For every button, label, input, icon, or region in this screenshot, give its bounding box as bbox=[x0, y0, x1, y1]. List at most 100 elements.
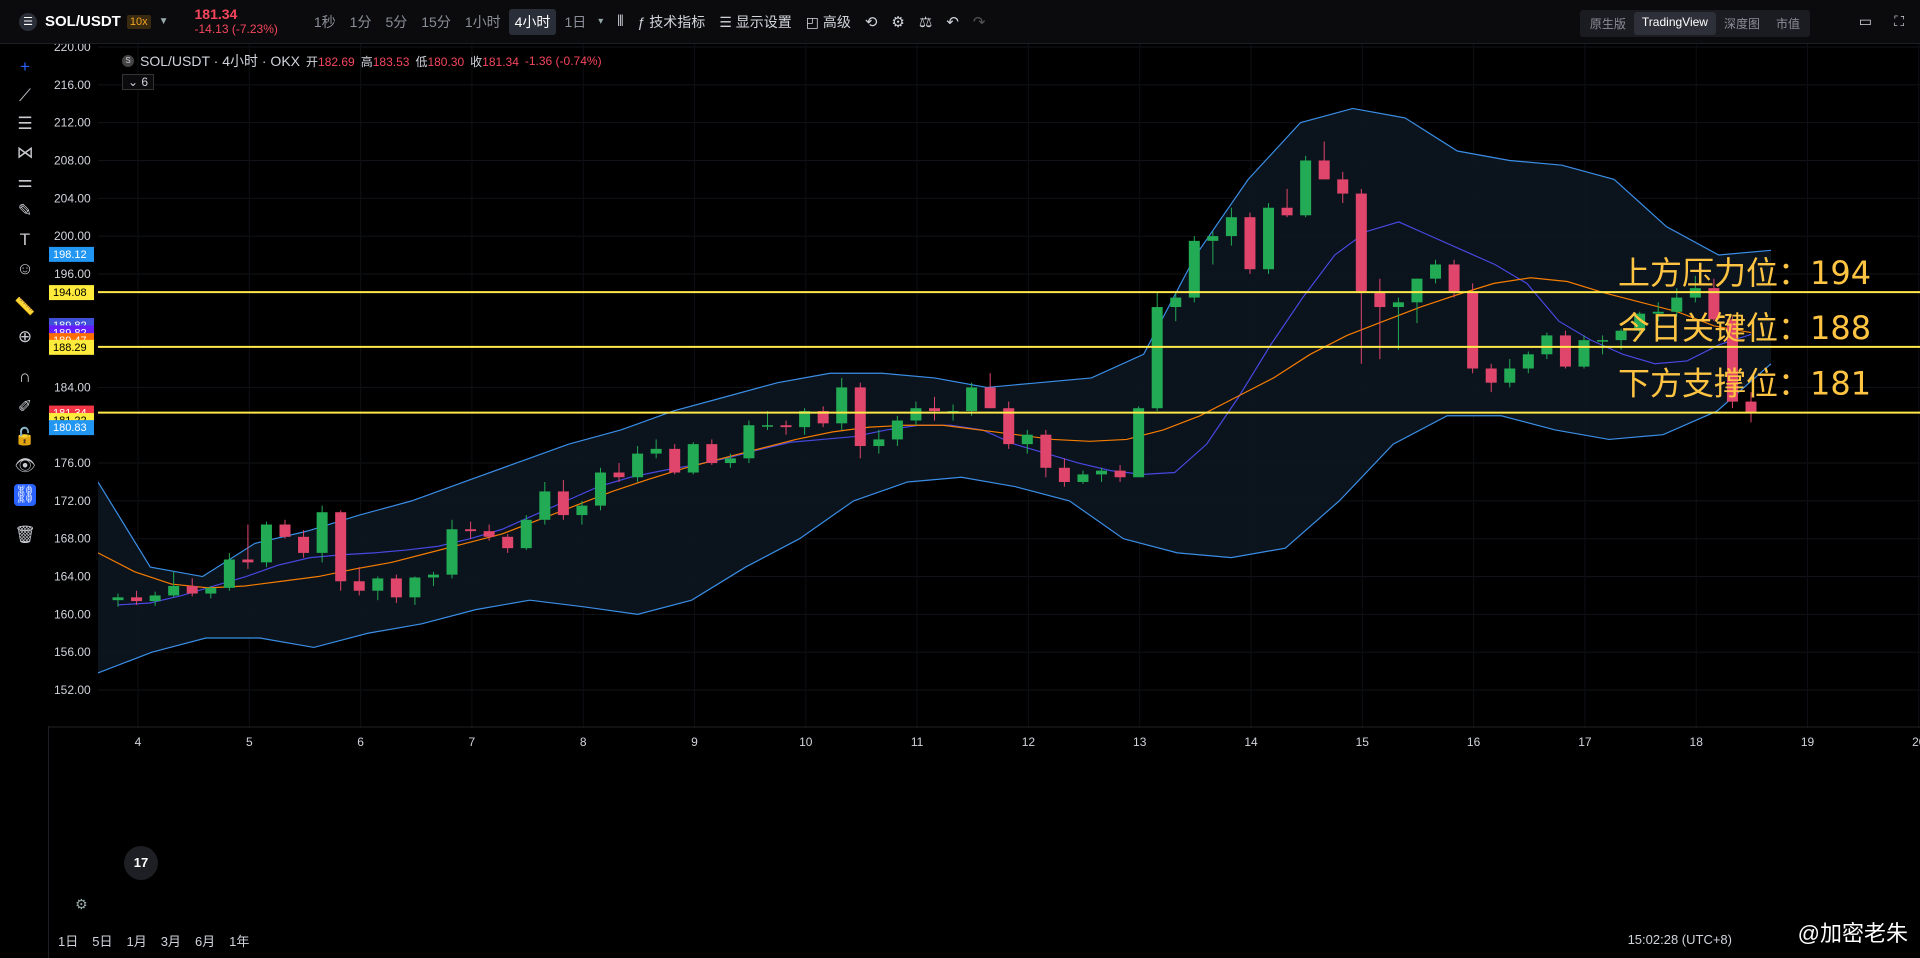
ruler-icon[interactable]: 📏 bbox=[14, 297, 36, 316]
candle-type-icon[interactable]: ⫴ bbox=[617, 13, 624, 30]
text-icon[interactable]: T bbox=[19, 230, 31, 249]
range-button-5[interactable]: 1年 bbox=[229, 933, 250, 949]
x-tick-15: 19 bbox=[1801, 735, 1815, 749]
open-label: 开 bbox=[306, 54, 319, 69]
candle-56 bbox=[1151, 292, 1163, 412]
candle-body-51 bbox=[1058, 467, 1070, 482]
fullscreen-icon[interactable]: ⛶ bbox=[1894, 13, 1904, 29]
indicators-button[interactable]: ƒ 技术指标 bbox=[638, 12, 706, 32]
price-tag-8: 180.83 bbox=[53, 422, 87, 434]
legend-title: SOL/USDT · 4小时 · OKX bbox=[140, 53, 300, 69]
trash-icon[interactable]: 🗑 bbox=[14, 525, 36, 544]
view-tab-2[interactable]: 深度图 bbox=[1723, 17, 1760, 31]
candle-13 bbox=[353, 567, 365, 596]
price-tag-bg-8 bbox=[49, 420, 94, 436]
lock-drawing-icon[interactable]: ✐ bbox=[17, 397, 33, 416]
candle-26 bbox=[594, 467, 606, 511]
candle-20 bbox=[483, 524, 495, 541]
candle-body-69 bbox=[1392, 302, 1404, 308]
candle-body-11 bbox=[316, 512, 328, 553]
horizontal-lines-icon[interactable]: ☰ bbox=[17, 114, 33, 133]
gear-icon[interactable]: ⚙ bbox=[891, 13, 905, 31]
candle-body-64 bbox=[1300, 160, 1312, 216]
candle-49 bbox=[1021, 429, 1033, 454]
candle-73 bbox=[1467, 283, 1479, 374]
brush-icon[interactable]: ✎ bbox=[17, 201, 33, 220]
candle-44 bbox=[929, 396, 940, 421]
interval-tab-5[interactable]: 4小时 bbox=[508, 8, 557, 35]
redo-icon[interactable]: ↷ bbox=[972, 13, 986, 31]
candle-body-75 bbox=[1504, 368, 1516, 383]
interval-tab-6[interactable]: 1日 bbox=[564, 13, 587, 30]
tradingview-logo[interactable]: 17 bbox=[124, 846, 158, 880]
candle-body-2 bbox=[149, 595, 161, 602]
y-tick-0: 220.00 bbox=[54, 44, 91, 54]
advanced-button[interactable]: ◰ 高级 bbox=[806, 12, 851, 32]
view-tab-0[interactable]: 原生版 bbox=[1589, 17, 1626, 31]
chevron-down-icon[interactable]: ▼ bbox=[158, 16, 169, 27]
zoom-icon[interactable]: ⊕ bbox=[17, 327, 33, 346]
candle-body-40 bbox=[854, 387, 866, 447]
candlestick-chart[interactable]: 4 5 6 7 8 9 10 11 12 13 14 15 16 17 18 19 20 上方压力位：194 今日关… bbox=[48, 44, 1920, 914]
candle-body-0 bbox=[112, 597, 124, 601]
candle-body-4 bbox=[186, 585, 198, 594]
interval-tab-3[interactable]: 15分 bbox=[421, 13, 451, 30]
candle-body-48 bbox=[1003, 408, 1015, 445]
interval-tab-0[interactable]: 1秒 bbox=[313, 13, 336, 30]
range-button-3[interactable]: 3月 bbox=[160, 933, 181, 949]
window-icon[interactable]: ▭ bbox=[1858, 13, 1872, 29]
snapshot-icon[interactable]: ⟲ bbox=[864, 13, 878, 31]
range-button-1[interactable]: 5日 bbox=[92, 933, 113, 949]
link-icon[interactable]: ⛓ bbox=[14, 484, 36, 506]
series-line-1 bbox=[97, 277, 1752, 589]
candle-body-16 bbox=[409, 577, 421, 598]
display-settings-button[interactable]: ☰ 显示设置 bbox=[719, 12, 791, 32]
low-label: 低 bbox=[415, 54, 428, 69]
menu-icon[interactable]: ☰ bbox=[19, 12, 37, 31]
candle-body-1 bbox=[131, 597, 143, 602]
indicators-label: 技术指标 bbox=[649, 13, 706, 30]
y-tick-13: 156.00 bbox=[54, 645, 91, 659]
pattern-icon[interactable]: ⋈ bbox=[16, 143, 34, 162]
range-button-0[interactable]: 1日 bbox=[58, 933, 79, 949]
view-tab-1[interactable]: TradingView bbox=[1633, 12, 1716, 35]
crosshair-icon[interactable]: + bbox=[20, 57, 30, 76]
eye-icon[interactable]: 👁 bbox=[14, 456, 36, 475]
unlock-icon[interactable]: 🔓 bbox=[14, 427, 36, 446]
legend-symbol-icon: S bbox=[122, 55, 134, 67]
range-button-4[interactable]: 6月 bbox=[194, 933, 216, 949]
axis-settings-icon[interactable]: ⚙ bbox=[75, 896, 88, 912]
chart-legend: S SOL/USDT · 4小时 · OKX 开182.69 高183.53 低… bbox=[122, 51, 602, 71]
indicator-toggle[interactable]: ⌄ 6 bbox=[122, 74, 155, 90]
symbol-label[interactable]: SOL/USDT bbox=[45, 13, 121, 30]
interval-tab-2[interactable]: 5分 bbox=[385, 13, 408, 30]
candle-body-19 bbox=[465, 529, 477, 532]
candle-15 bbox=[390, 574, 402, 604]
range-button-2[interactable]: 1月 bbox=[126, 933, 147, 949]
magnet-icon[interactable]: ∩ bbox=[18, 367, 32, 386]
balance-icon[interactable]: ⚖ bbox=[918, 13, 933, 31]
candle-body-54 bbox=[1114, 470, 1126, 478]
interval-chevron-icon[interactable]: ▾ bbox=[598, 16, 604, 27]
candle-body-35 bbox=[761, 425, 773, 427]
candle-body-72 bbox=[1448, 264, 1460, 293]
candle-29 bbox=[650, 439, 662, 459]
interval-tab-4[interactable]: 1小时 bbox=[464, 13, 501, 30]
candle-82 bbox=[1634, 311, 1646, 336]
candle-body-43 bbox=[910, 408, 922, 421]
candle-body-34 bbox=[743, 425, 755, 459]
y-tick-8: 176.00 bbox=[54, 456, 91, 470]
x-tick-7: 11 bbox=[911, 735, 924, 749]
interval-tab-1[interactable]: 1分 bbox=[349, 13, 372, 30]
candle-body-44 bbox=[929, 408, 940, 412]
candle-body-81 bbox=[1615, 330, 1627, 341]
annotation-0: 上方压力位：194 bbox=[1618, 254, 1871, 292]
view-tab-3[interactable]: 市值 bbox=[1775, 17, 1800, 31]
emoji-icon[interactable]: ☺ bbox=[16, 259, 34, 278]
undo-icon[interactable]: ↶ bbox=[946, 13, 959, 31]
y-tick-11: 164.00 bbox=[54, 570, 91, 584]
trendline-icon[interactable]: ⟋ bbox=[19, 86, 31, 105]
fib-icon[interactable]: ⚌ bbox=[17, 172, 33, 191]
candle-body-63 bbox=[1281, 207, 1293, 216]
candle-88 bbox=[1745, 392, 1757, 423]
